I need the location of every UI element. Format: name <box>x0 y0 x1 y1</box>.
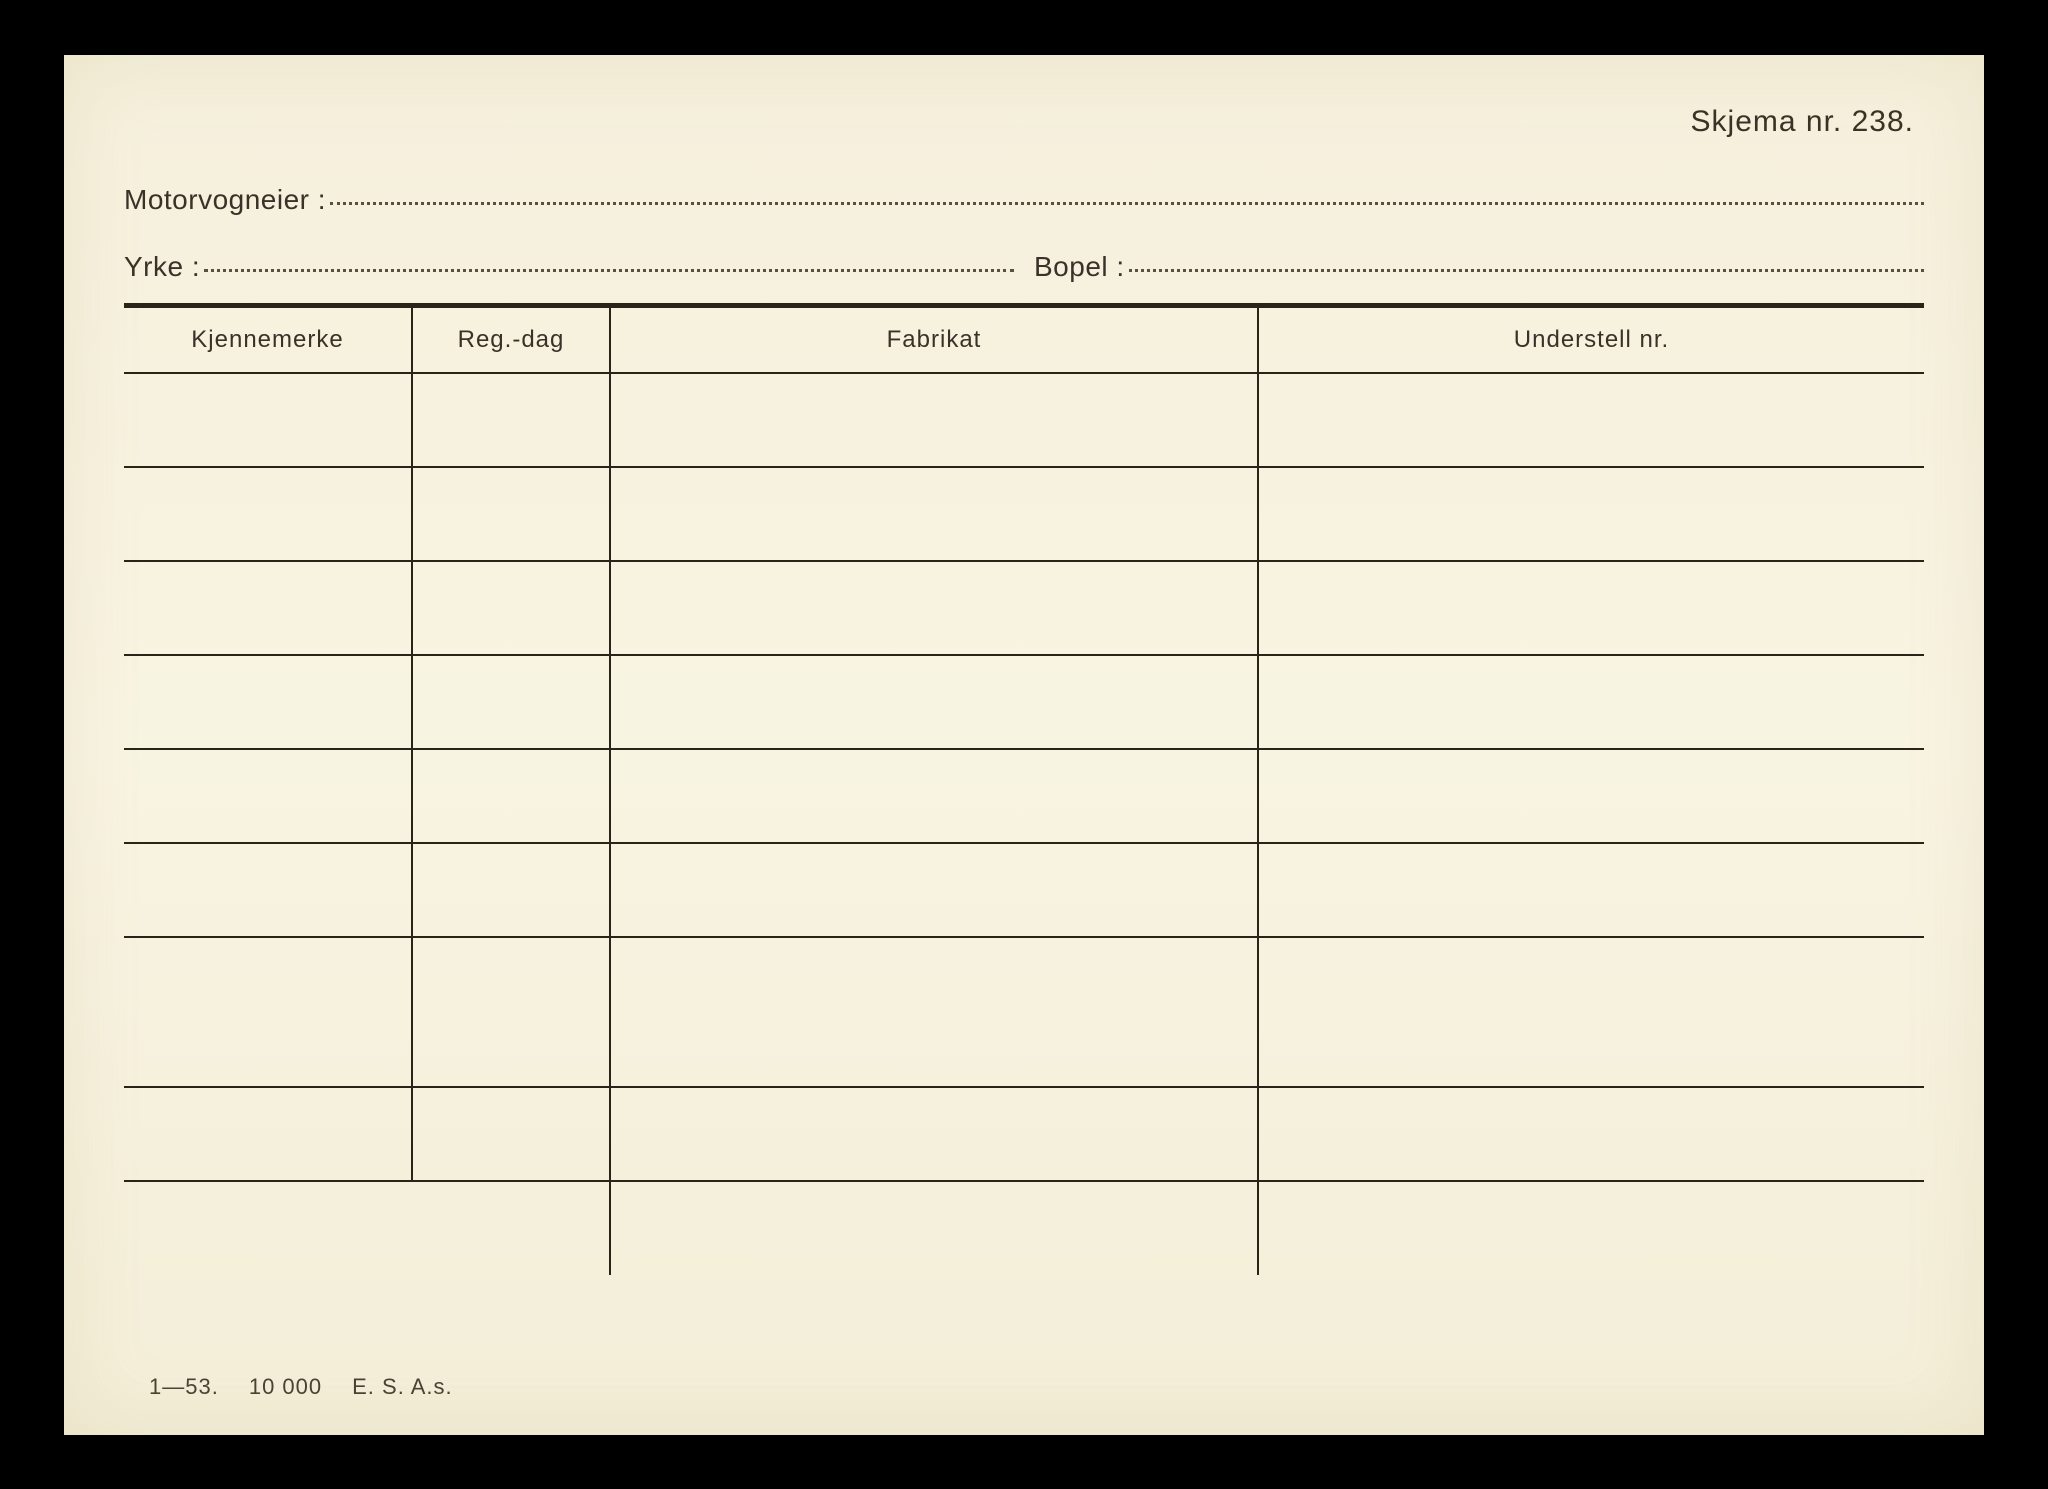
profession-label: Yrke : <box>124 251 200 283</box>
residence-field: Bopel : <box>1034 251 1924 283</box>
cell <box>1258 843 1924 937</box>
cell <box>610 843 1258 937</box>
col-header-understell: Understell nr. <box>1258 305 1924 373</box>
table-row <box>124 373 1924 467</box>
cell <box>610 467 1258 561</box>
profession-residence-row: Yrke : Bopel : <box>124 251 1924 283</box>
cell <box>610 655 1258 749</box>
col-header-regdag: Reg.-dag <box>412 305 610 373</box>
table-row <box>124 467 1924 561</box>
cell <box>1258 749 1924 843</box>
cell <box>1258 373 1924 467</box>
cell <box>610 1087 1258 1181</box>
cell <box>124 749 412 843</box>
cell <box>124 937 412 1087</box>
footer-print-code: 1—53. 10 000 E. S. A.s. <box>149 1374 453 1400</box>
cell <box>412 467 610 561</box>
table-row <box>124 655 1924 749</box>
form-number-label: Skjema nr. <box>1691 105 1843 138</box>
form-table: Kjennemerke Reg.-dag Fabrikat Understell… <box>124 303 1924 1275</box>
cell <box>610 561 1258 655</box>
cell <box>610 373 1258 467</box>
cell <box>1258 467 1924 561</box>
profession-field: Yrke : <box>124 251 1014 283</box>
cell <box>412 655 610 749</box>
cell <box>412 749 610 843</box>
cell <box>124 1087 412 1181</box>
cell <box>1258 1181 1924 1275</box>
col-header-kjennemerke: Kjennemerke <box>124 305 412 373</box>
cell <box>412 1087 610 1181</box>
owner-label: Motorvogneier : <box>124 184 326 216</box>
cell <box>1258 1087 1924 1181</box>
owner-field-row: Motorvogneier : <box>124 184 1924 216</box>
footer-code-3: E. S. A.s. <box>352 1374 452 1399</box>
cell <box>412 937 610 1087</box>
form-number: Skjema nr. 238. <box>124 105 1924 139</box>
table-row <box>124 749 1924 843</box>
table-container: Kjennemerke Reg.-dag Fabrikat Understell… <box>124 303 1924 1275</box>
cell <box>412 1181 610 1275</box>
cell <box>124 655 412 749</box>
cell <box>412 843 610 937</box>
form-number-value: 238. <box>1852 105 1914 138</box>
cell <box>1258 561 1924 655</box>
cell <box>610 749 1258 843</box>
table-row <box>124 937 1924 1087</box>
table-row <box>124 561 1924 655</box>
footer-code-2: 10 000 <box>249 1374 322 1399</box>
table-row <box>124 1181 1924 1275</box>
residence-dotted-line <box>1129 269 1924 272</box>
footer-code-1: 1—53. <box>149 1374 219 1399</box>
cell <box>124 843 412 937</box>
cell <box>124 561 412 655</box>
residence-label: Bopel : <box>1034 251 1125 283</box>
table-row <box>124 843 1924 937</box>
cell <box>1258 937 1924 1087</box>
profession-dotted-line <box>204 269 1014 272</box>
owner-dotted-line <box>330 202 1924 205</box>
cell <box>412 373 610 467</box>
table-row <box>124 1087 1924 1181</box>
cell <box>124 373 412 467</box>
cell <box>124 1181 412 1275</box>
table-header-row: Kjennemerke Reg.-dag Fabrikat Understell… <box>124 305 1924 373</box>
form-card: Skjema nr. 238. Motorvogneier : Yrke : B… <box>64 55 1984 1435</box>
cell <box>610 1181 1258 1275</box>
table-body <box>124 373 1924 1275</box>
cell <box>610 937 1258 1087</box>
cell <box>412 561 610 655</box>
cell <box>1258 655 1924 749</box>
cell <box>124 467 412 561</box>
col-header-fabrikat: Fabrikat <box>610 305 1258 373</box>
